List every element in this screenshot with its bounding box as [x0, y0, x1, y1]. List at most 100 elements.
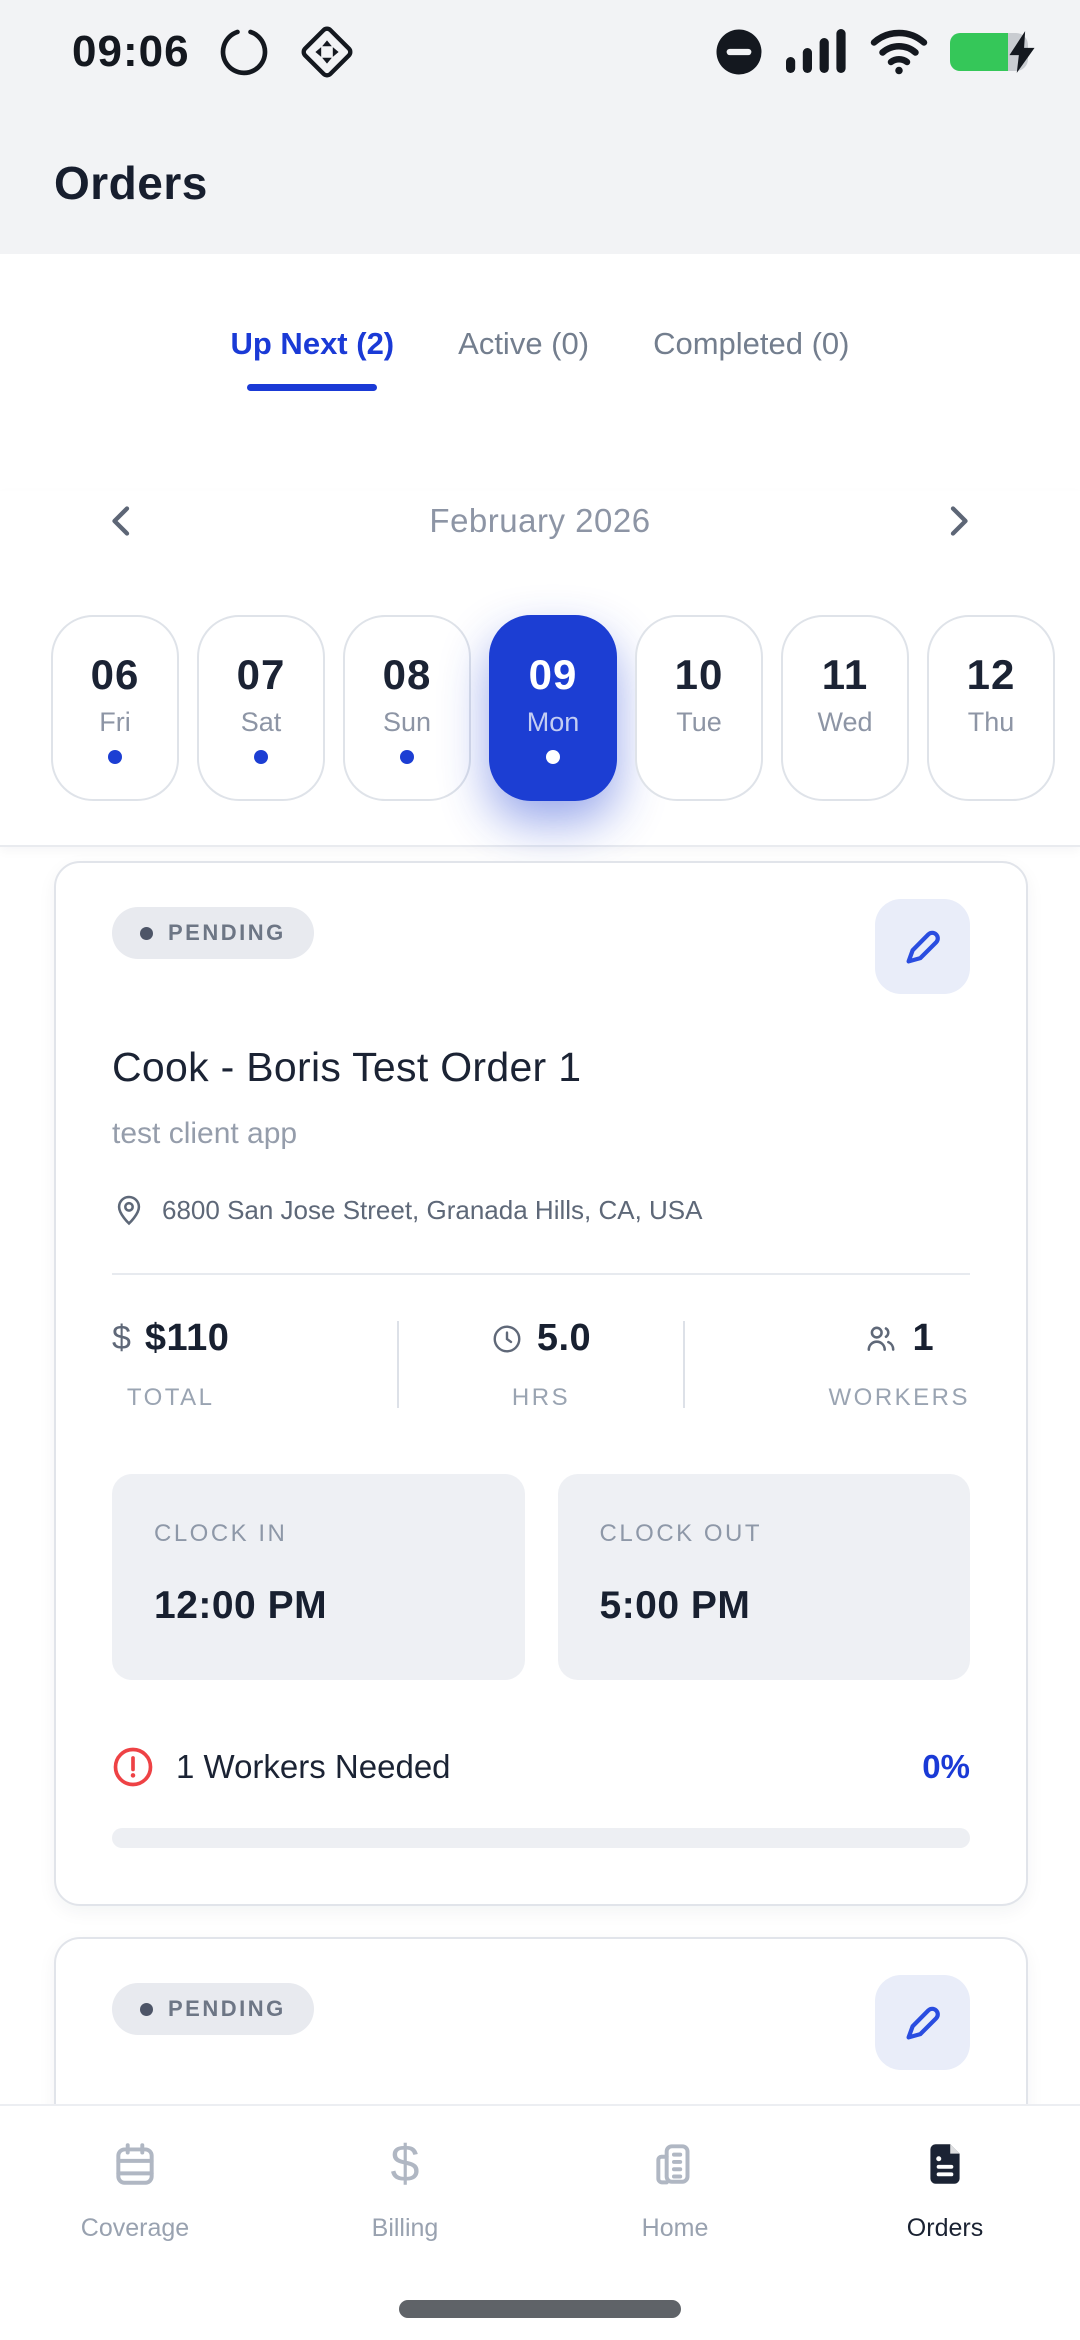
dollar-icon: $: [112, 1319, 131, 1357]
clock-in-label: CLOCK IN: [154, 1520, 288, 1547]
edit-order-button[interactable]: [875, 899, 970, 994]
workers-label: WORKERS: [828, 1384, 971, 1411]
nav-item-coverage[interactable]: Coverage: [0, 2106, 270, 2340]
clock-out-box: CLOCK OUT 5:00 PM: [557, 1474, 970, 1680]
nav-label: Orders: [906, 2214, 984, 2242]
building-icon: [650, 2140, 700, 2188]
status-dot-icon: [140, 926, 153, 940]
page-title: Orders: [54, 157, 208, 209]
workers-icon: [867, 1326, 895, 1351]
status-dot-icon: [140, 2002, 153, 2016]
workers-needed-row: 1 Workers Needed 0%: [112, 1746, 970, 1788]
order-card-cook[interactable]: PENDING Cook - Boris Test Order 1 test c…: [54, 861, 1028, 1906]
pencil-icon: [906, 930, 940, 963]
status-bar: 09:06: [0, 0, 1080, 104]
status-badge: PENDING: [112, 1983, 314, 2035]
status-text: PENDING: [168, 1996, 286, 2021]
clock-out-value: 5:00 PM: [599, 1584, 751, 1627]
nav-item-orders[interactable]: Orders: [810, 2106, 1080, 2340]
order-location: 6800 San Jose Street, Granada Hills, CA,…: [112, 1193, 970, 1227]
day-card-06[interactable]: 06 Fri: [51, 615, 179, 801]
next-month-button[interactable]: [928, 491, 988, 551]
order-client: test client app: [112, 1117, 298, 1150]
day-number: 08: [382, 651, 432, 698]
day-card-07[interactable]: 07 Sat: [197, 615, 325, 801]
tab-up-next[interactable]: Up Next (2): [231, 326, 394, 391]
day-number: 09: [528, 651, 578, 698]
day-name: Tue: [676, 707, 722, 737]
do-not-disturb-icon: [712, 25, 766, 79]
day-number: 06: [90, 651, 140, 698]
pencil-icon: [906, 2006, 940, 2039]
date-carousel[interactable]: 06 Fri 07 Sat 08 Sun 09 Mon 10 Tue: [0, 615, 1080, 801]
workers-needed-text: 1 Workers Needed: [176, 1748, 451, 1785]
calendar-icon: [110, 2140, 160, 2188]
orders-document-icon: [920, 2140, 970, 2188]
clock-icon: [493, 1325, 521, 1352]
day-card-08[interactable]: 08 Sun: [343, 615, 471, 801]
month-navigation: February 2026: [0, 491, 1080, 551]
month-label: February 2026: [429, 502, 651, 539]
fill-progress-bar: [112, 1828, 970, 1848]
day-name: Thu: [967, 707, 1015, 737]
day-dot: [546, 750, 560, 764]
status-text: PENDING: [168, 920, 286, 945]
total-label: TOTAL: [126, 1384, 215, 1411]
day-dot: [254, 750, 268, 764]
status-badge: PENDING: [112, 907, 314, 959]
clock-in-box: CLOCK IN 12:00 PM: [112, 1474, 525, 1680]
day-number: 11: [821, 651, 869, 698]
battery-icon: [950, 29, 1042, 75]
workers-value: 1: [912, 1317, 935, 1359]
nav-item-home[interactable]: Home: [540, 2106, 810, 2340]
clock-time: 09:06: [72, 27, 190, 76]
day-name: Wed: [817, 707, 873, 737]
clock-out-label: CLOCK OUT: [599, 1520, 763, 1547]
day-card-09-selected[interactable]: 09 Mon: [489, 615, 617, 801]
signal-strength-icon: [786, 27, 848, 77]
order-title: Cook - Boris Test Order 1: [112, 1044, 582, 1090]
active-tab-underline: [247, 384, 378, 391]
tab-active[interactable]: Active (0): [458, 326, 589, 391]
clock-times: CLOCK IN 12:00 PM CLOCK OUT 5:00 PM: [112, 1474, 970, 1680]
day-card-11[interactable]: 11 Wed: [781, 615, 909, 801]
clock-in-value: 12:00 PM: [154, 1584, 328, 1627]
tab-active-label: Active (0): [458, 326, 590, 361]
day-name: Sat: [240, 707, 282, 737]
day-number: 12: [966, 651, 1016, 698]
nav-label: Home: [641, 2214, 709, 2242]
order-tabs: Up Next (2) Active (0) Completed (0): [0, 326, 1080, 391]
day-dot: [400, 750, 414, 764]
day-card-10[interactable]: 10 Tue: [635, 615, 763, 801]
fill-percent: 0%: [922, 1748, 970, 1785]
home-indicator[interactable]: [399, 2300, 681, 2318]
day-name: Mon: [526, 707, 580, 737]
sync-spinner-icon: [216, 24, 272, 80]
alert-icon: [113, 1747, 153, 1787]
hours-label: HRS: [511, 1384, 571, 1411]
day-name: Fri: [99, 707, 131, 737]
diamond-logo-icon: [298, 23, 356, 81]
wifi-icon: [868, 27, 930, 77]
tab-completed-label: Completed (0): [653, 326, 850, 361]
day-number: 10: [674, 651, 724, 698]
hours-value: 5.0: [536, 1317, 592, 1359]
header-area: 09:06: [0, 0, 1080, 254]
calendar-section: February 2026 06 Fri 07 Sat 08 Sun: [0, 491, 1080, 847]
nav-label: Billing: [371, 2214, 439, 2242]
order-stats: $ $110 TOTAL 5.0: [112, 1317, 970, 1412]
nav-item-billing[interactable]: $ Billing: [270, 2106, 540, 2340]
stat-divider: [396, 1321, 399, 1408]
day-name: Sun: [382, 707, 432, 737]
billing-dollar-icon: $: [390, 2135, 420, 2193]
edit-order-button[interactable]: [875, 1975, 970, 2070]
total-value: $110: [144, 1317, 230, 1359]
day-card-12[interactable]: 12 Thu: [927, 615, 1055, 801]
tab-completed[interactable]: Completed (0): [653, 326, 849, 391]
day-number: 07: [236, 651, 286, 698]
previous-month-button[interactable]: [92, 491, 152, 551]
nav-label: Coverage: [80, 2214, 190, 2242]
order-address: 6800 San Jose Street, Granada Hills, CA,…: [162, 1194, 703, 1225]
location-pin-icon: [117, 1195, 141, 1226]
